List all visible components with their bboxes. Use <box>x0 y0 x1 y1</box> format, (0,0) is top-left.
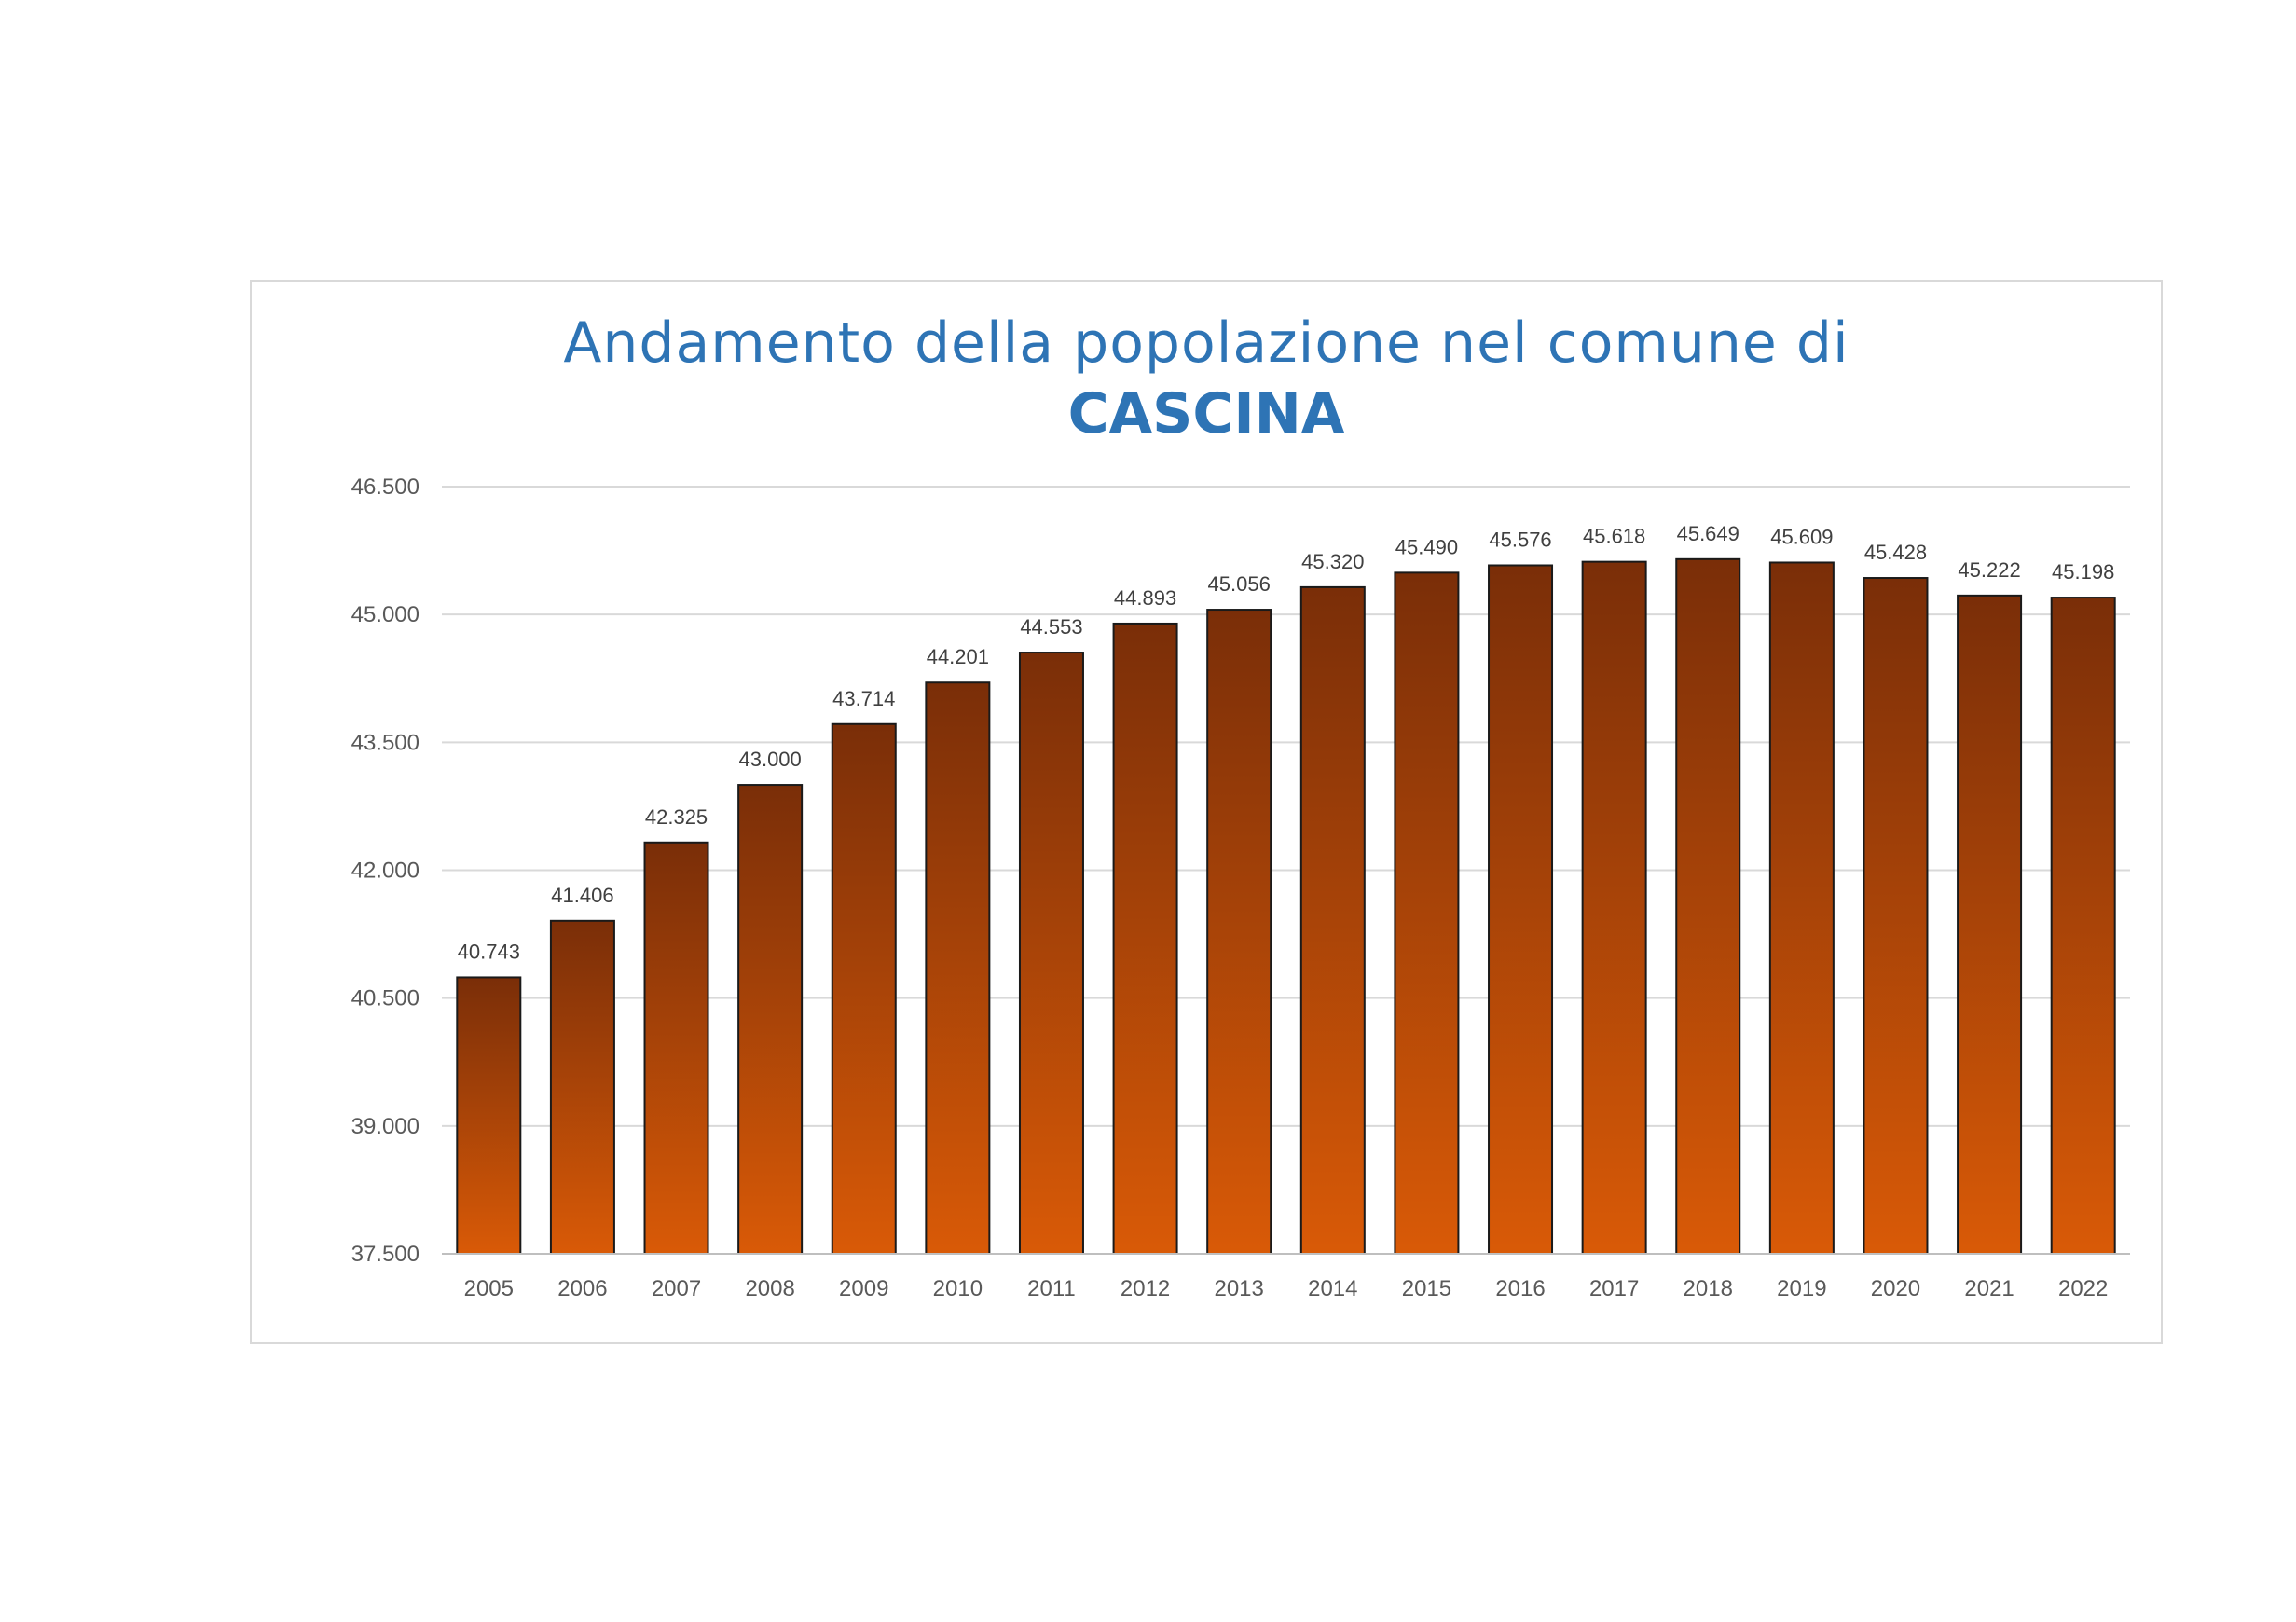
x-tick-label: 2007 <box>652 1276 701 1301</box>
bar <box>1675 557 1741 1255</box>
x-tick-label: 2010 <box>933 1276 983 1301</box>
x-tick-label: 2012 <box>1121 1276 1170 1301</box>
data-label: 44.553 <box>1020 615 1082 639</box>
y-tick-label: 40.500 <box>351 986 419 1011</box>
data-label: 45.576 <box>1489 528 1551 551</box>
bar <box>1768 561 1835 1255</box>
bar <box>1394 571 1460 1255</box>
x-tick-label: 2008 <box>745 1276 794 1301</box>
data-label: 45.649 <box>1677 522 1739 545</box>
bar <box>549 919 615 1255</box>
bar <box>1206 609 1272 1255</box>
data-label: 45.618 <box>1583 525 1645 548</box>
data-label: 45.320 <box>1301 550 1364 573</box>
bar <box>2050 597 2116 1255</box>
data-label: 41.406 <box>551 884 613 907</box>
x-tick-label: 2005 <box>464 1276 514 1301</box>
data-label: 43.714 <box>832 687 895 710</box>
x-tick-label: 2014 <box>1308 1276 1357 1301</box>
data-label: 45.222 <box>1958 558 2020 582</box>
chart-subtitle: CASCINA <box>1067 381 1345 447</box>
bar <box>456 976 522 1255</box>
data-label: 45.428 <box>1864 541 1927 564</box>
bar <box>831 722 897 1255</box>
bar <box>1018 652 1084 1255</box>
bar <box>643 841 709 1256</box>
y-tick-label: 39.000 <box>351 1114 419 1139</box>
x-tick-label: 2020 <box>1871 1276 1920 1301</box>
chart-title: Andamento della popolazione nel comune d… <box>252 308 2161 449</box>
data-label: 44.201 <box>927 645 989 668</box>
data-label: 43.000 <box>738 748 801 771</box>
y-tick-label: 45.000 <box>351 602 419 627</box>
x-tick-label: 2022 <box>2058 1276 2108 1301</box>
x-tick-label: 2019 <box>1777 1276 1826 1301</box>
bar <box>737 784 804 1255</box>
bar <box>1112 622 1178 1255</box>
data-label: 40.743 <box>458 940 520 963</box>
data-label: 45.609 <box>1770 525 1833 548</box>
y-tick-label: 43.500 <box>351 730 419 755</box>
x-tick-label: 2013 <box>1214 1276 1263 1301</box>
data-label: 44.893 <box>1114 586 1176 610</box>
x-tick-label: 2006 <box>557 1276 607 1301</box>
data-label: 42.325 <box>645 805 708 829</box>
x-tick-label: 2009 <box>839 1276 888 1301</box>
data-label: 45.198 <box>2052 560 2114 584</box>
y-tick-label: 42.000 <box>351 859 419 884</box>
y-tick-label: 46.500 <box>351 474 419 500</box>
x-tick-label: 2011 <box>1027 1276 1076 1301</box>
bar <box>1299 585 1366 1255</box>
x-tick-label: 2021 <box>1964 1276 2014 1301</box>
y-tick-label: 37.500 <box>351 1242 419 1267</box>
x-tick-label: 2017 <box>1589 1276 1639 1301</box>
data-label: 45.056 <box>1208 572 1271 596</box>
bar <box>1863 577 1929 1255</box>
x-tick-label: 2016 <box>1495 1276 1545 1301</box>
x-tick-label: 2018 <box>1684 1276 1733 1301</box>
chart-title-line: Andamento della popolazione nel comune d… <box>563 310 1849 376</box>
bar <box>1957 594 2023 1255</box>
data-label: 45.490 <box>1395 535 1458 558</box>
bar <box>1581 560 1647 1255</box>
bar <box>1488 564 1554 1255</box>
bar <box>925 681 991 1255</box>
x-tick-label: 2015 <box>1402 1276 1451 1301</box>
